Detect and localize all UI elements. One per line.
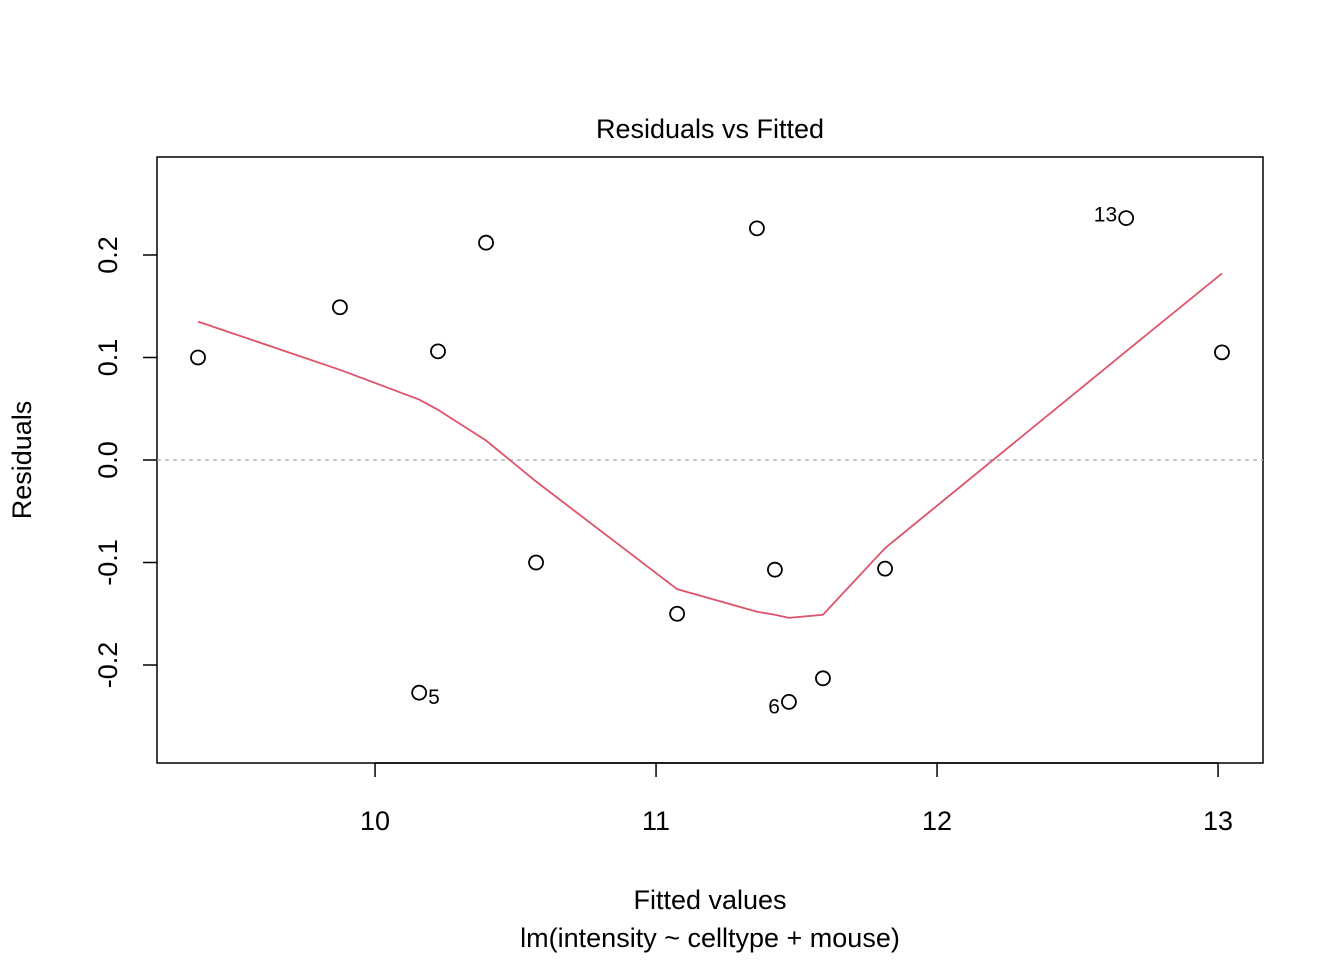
point [528,554,544,571]
x-tick-label: 10 [360,806,390,836]
y-tick-label: -0.1 [93,539,123,586]
y-tick-label: 0.1 [93,339,123,377]
point [332,299,348,316]
x-axis-label: Fitted values [633,885,786,915]
x-tick-label: 12 [922,806,952,836]
point [781,694,797,710]
point [877,560,893,577]
point [411,684,428,701]
point [190,349,206,366]
y-tick-label: 0.2 [93,236,123,274]
point [815,670,831,687]
x-tick-label: 13 [1203,806,1233,836]
point-label: 13 [1094,204,1117,227]
point [478,234,494,251]
y-tick-label: -0.2 [93,642,123,689]
point [1214,344,1230,361]
point [749,220,765,237]
chart-title: Residuals vs Fitted [596,114,824,144]
point [430,343,446,360]
point [669,605,686,622]
x-tick-label: 11 [642,806,670,836]
point [767,561,783,578]
point [1118,210,1135,226]
point-label: 5 [428,686,440,709]
point-label: 6 [768,695,780,718]
smooth-line [197,272,1223,619]
y-tick-label: 0.0 [93,441,123,479]
subtitle: lm(intensity ~ celltype + mouse) [520,923,900,953]
y-axis-label: Residuals [7,401,37,520]
